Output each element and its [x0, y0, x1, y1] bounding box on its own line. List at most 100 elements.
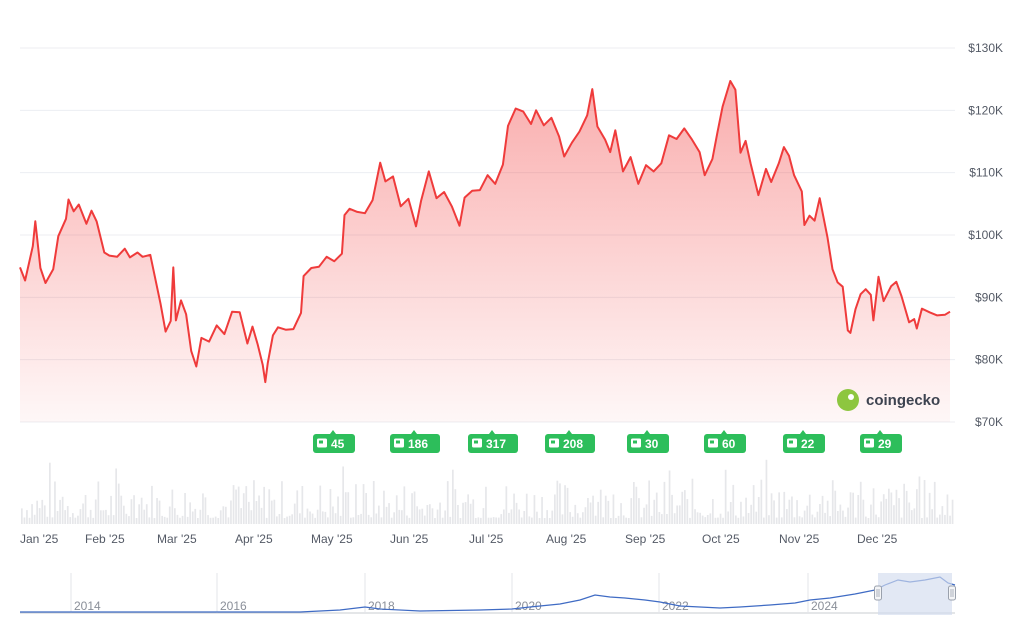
volume-bar	[265, 517, 268, 524]
volume-bar	[617, 515, 620, 524]
y-tick-label: $90K	[975, 290, 1003, 304]
volume-bar	[413, 491, 416, 524]
y-tick-label: $130K	[968, 41, 1003, 55]
volume-bar	[648, 480, 650, 524]
x-tick-label: Sep '25	[625, 532, 666, 546]
volume-bar	[426, 505, 429, 524]
volume-bar	[589, 502, 592, 524]
news-badge[interactable]: 60	[704, 430, 746, 453]
volume-bar	[801, 517, 803, 524]
newspaper-icon-detail	[319, 440, 323, 444]
volume-bar	[33, 514, 36, 524]
volume-bar	[324, 511, 327, 524]
volume-bar	[531, 517, 533, 524]
volume-bar	[431, 508, 434, 524]
volume-bar	[314, 517, 316, 524]
volume-bar	[446, 481, 449, 524]
navigator-year-label: 2016	[220, 599, 247, 613]
volume-bar	[110, 495, 112, 524]
volume-bar	[383, 490, 385, 524]
news-badge[interactable]: 29	[860, 430, 902, 453]
x-tick-label: Mar '25	[157, 532, 197, 546]
news-badge-pointer	[877, 430, 883, 434]
news-badge-count: 30	[645, 437, 659, 451]
volume-bar	[31, 504, 33, 524]
volume-bar	[857, 495, 860, 524]
volume-bar	[625, 517, 627, 524]
news-badges[interactable]: 45 186 317 208 30 60 22 29	[313, 430, 902, 453]
volume-bar	[263, 486, 265, 524]
volume-bar	[288, 515, 291, 524]
volume-bar	[459, 518, 462, 524]
volume-bar	[344, 492, 347, 524]
volume-bar	[928, 492, 931, 524]
volume-bar	[582, 512, 584, 524]
volume-bar	[773, 500, 775, 524]
volume-bar	[138, 504, 140, 524]
news-badge[interactable]: 22	[783, 430, 825, 453]
volume-bar	[441, 517, 444, 524]
volume-bar	[655, 492, 658, 524]
volume-bar	[309, 511, 311, 524]
price-line[interactable]	[19, 80, 951, 384]
volume-bar	[709, 513, 712, 524]
volume-bar	[910, 510, 913, 524]
range-navigator[interactable]: 2014 2016 2018 2020 2022 2024	[20, 573, 956, 615]
volume-bar	[515, 502, 518, 524]
volume-bar	[750, 504, 752, 524]
volume-bar	[469, 503, 472, 524]
volume-bar	[694, 509, 696, 524]
volume-bar	[189, 502, 191, 524]
y-tick-label: $110K	[969, 166, 1003, 180]
volume-bar	[905, 490, 908, 524]
volume-bar	[270, 500, 273, 524]
newspaper-icon-detail	[789, 440, 793, 444]
news-badge[interactable]: 208	[545, 430, 595, 453]
volume-bar	[745, 497, 747, 524]
volume-bar	[854, 517, 857, 524]
volume-bar	[913, 508, 916, 524]
volume-bar	[462, 502, 464, 524]
volume-bar	[464, 502, 467, 524]
volume-bar	[474, 518, 477, 524]
volume-bar	[936, 517, 939, 524]
navigator-year-label: 2018	[368, 599, 395, 613]
news-badge[interactable]: 186	[390, 430, 440, 453]
navigator-handle	[874, 585, 882, 601]
volume-bar	[640, 517, 643, 524]
volume-bar	[719, 513, 722, 524]
news-badge[interactable]: 45	[313, 430, 355, 453]
news-badge[interactable]: 30	[627, 430, 669, 453]
volume-bar	[513, 493, 515, 524]
news-badge[interactable]: 317	[468, 430, 518, 453]
volume-bar	[362, 484, 365, 524]
volume-bar	[658, 512, 661, 524]
volume-bar	[395, 495, 398, 524]
volume-bar	[735, 515, 737, 524]
volume-bar	[304, 517, 306, 524]
volume-bar	[826, 500, 829, 524]
navigator-year-label: 2020	[515, 599, 542, 613]
watermark-text: coingecko	[866, 392, 940, 409]
volume-bar	[485, 486, 487, 524]
volume-bar	[587, 498, 589, 524]
volume-bar	[704, 517, 707, 524]
volume-bar	[933, 481, 936, 524]
x-tick-label: Apr '25	[235, 532, 273, 546]
volume-bar	[849, 492, 852, 524]
volume-bar	[877, 517, 880, 524]
news-badge-count: 29	[878, 437, 892, 451]
volume-bar	[949, 515, 951, 524]
volume-bar	[525, 493, 528, 524]
x-tick-label: Jul '25	[469, 532, 504, 546]
volume-bar	[541, 497, 543, 524]
volume-bar	[161, 515, 163, 524]
volume-bar	[214, 516, 217, 524]
volume-bar	[107, 515, 110, 524]
volume-bar	[181, 515, 184, 524]
volume-bar	[291, 514, 293, 524]
volume-bar	[612, 494, 615, 524]
volume-bar	[870, 504, 872, 524]
volume-bar	[434, 518, 436, 524]
